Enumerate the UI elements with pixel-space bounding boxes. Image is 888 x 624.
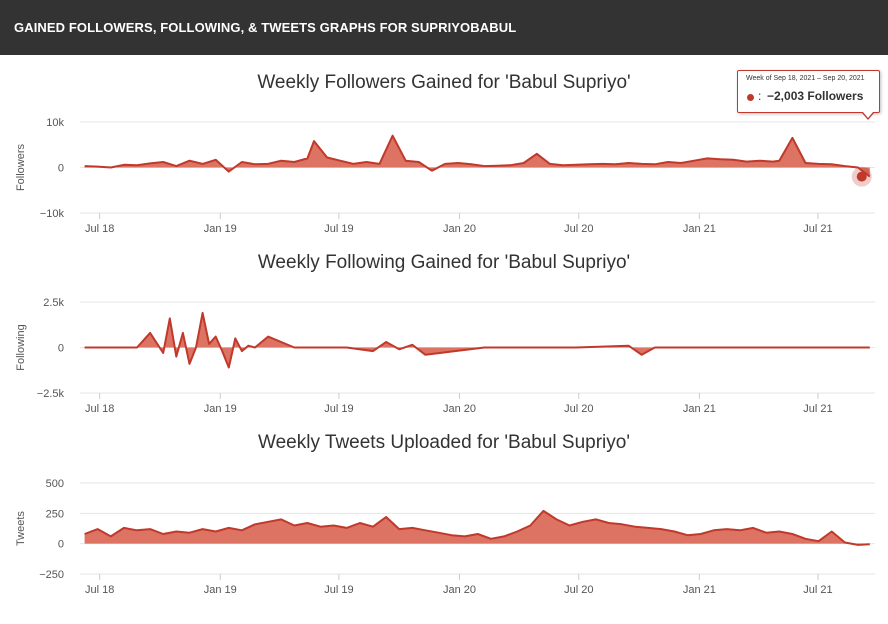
y-axis-title: Tweets bbox=[15, 511, 27, 546]
following-chart: Weekly Following Gained for 'Babul Supri… bbox=[15, 252, 875, 415]
chart-title: Weekly Following Gained for 'Babul Supri… bbox=[258, 252, 630, 273]
series-line bbox=[84, 509, 870, 546]
y-axis-title: Followers bbox=[15, 143, 27, 191]
x-tick-label: Jul 18 bbox=[85, 223, 114, 235]
x-tick-label: Jul 19 bbox=[324, 223, 353, 235]
x-tick-label: Jul 19 bbox=[324, 584, 353, 596]
followers-chart: Weekly Followers Gained for 'Babul Supri… bbox=[15, 72, 875, 235]
y-tick-label: −250 bbox=[39, 569, 64, 581]
x-tick-label: Jul 18 bbox=[85, 584, 114, 596]
y-tick-label: 0 bbox=[58, 343, 64, 355]
y-tick-label: 0 bbox=[58, 539, 64, 551]
series-area bbox=[84, 312, 870, 368]
x-tick-label: Jul 21 bbox=[803, 403, 832, 415]
tooltip-value: −2,003 Followers bbox=[767, 89, 864, 103]
y-tick-label: −10k bbox=[40, 208, 65, 220]
hover-point[interactable] bbox=[856, 171, 867, 182]
y-tick-label: 10k bbox=[46, 117, 64, 129]
y-tick-label: −2.5k bbox=[37, 388, 65, 400]
x-tick-label: Jan 19 bbox=[204, 403, 237, 415]
x-tick-label: Jan 19 bbox=[204, 223, 237, 235]
x-tick-label: Jan 20 bbox=[443, 584, 476, 596]
page-header: GAINED FOLLOWERS, FOLLOWING, & TWEETS GR… bbox=[0, 0, 888, 55]
x-tick-label: Jan 20 bbox=[443, 403, 476, 415]
page-title: GAINED FOLLOWERS, FOLLOWING, & TWEETS GR… bbox=[14, 20, 517, 35]
tooltip-pointer-fill bbox=[863, 112, 873, 118]
tweets-chart: Weekly Tweets Uploaded for 'Babul Supriy… bbox=[15, 432, 875, 596]
tooltip-separator: : bbox=[758, 89, 762, 103]
chart-title: Weekly Tweets Uploaded for 'Babul Supriy… bbox=[258, 432, 630, 453]
x-tick-label: Jul 21 bbox=[803, 223, 832, 235]
y-tick-label: 250 bbox=[46, 508, 64, 520]
x-tick-label: Jan 20 bbox=[443, 223, 476, 235]
series-area bbox=[84, 510, 870, 545]
x-tick-label: Jan 19 bbox=[204, 584, 237, 596]
x-tick-label: Jan 21 bbox=[683, 403, 716, 415]
series-line bbox=[84, 311, 870, 369]
chart-title: Weekly Followers Gained for 'Babul Supri… bbox=[257, 72, 630, 93]
x-tick-label: Jul 19 bbox=[324, 403, 353, 415]
series-line bbox=[84, 134, 871, 178]
y-tick-label: 0 bbox=[58, 163, 64, 175]
x-tick-label: Jul 20 bbox=[564, 584, 593, 596]
x-tick-label: Jan 21 bbox=[683, 223, 716, 235]
x-tick-label: Jan 21 bbox=[683, 584, 716, 596]
y-axis-title: Following bbox=[15, 324, 27, 370]
x-tick-label: Jul 21 bbox=[803, 584, 832, 596]
x-tick-label: Jul 18 bbox=[85, 403, 114, 415]
y-tick-label: 500 bbox=[46, 478, 64, 490]
series-area bbox=[84, 135, 870, 177]
x-tick-label: Jul 20 bbox=[564, 403, 593, 415]
x-tick-label: Jul 20 bbox=[564, 223, 593, 235]
y-tick-label: 2.5k bbox=[43, 297, 64, 309]
chart-tooltip: Week of Sep 18, 2021 – Sep 20, 2021 : −2… bbox=[737, 70, 880, 120]
tooltip-week-label: Week of Sep 18, 2021 – Sep 20, 2021 bbox=[746, 75, 865, 82]
tooltip-series-dot-icon bbox=[747, 94, 754, 101]
